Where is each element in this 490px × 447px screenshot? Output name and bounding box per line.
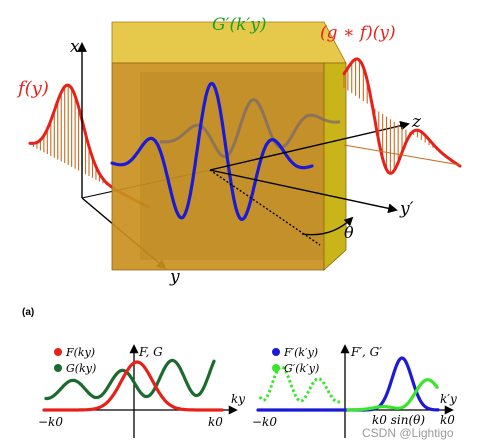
- theta-arc: [301, 216, 354, 236]
- left-plot-x-label: ky: [231, 392, 245, 406]
- panel-label: (a): [22, 307, 34, 318]
- label-input-function: f(y): [16, 78, 49, 99]
- left-legend-f-label: F(ky): [65, 346, 95, 359]
- label-y-prime-axis: y′: [399, 199, 414, 219]
- right-legend-g-label: G′(k′y): [284, 362, 319, 375]
- left-plot-tick-k0: k0: [208, 415, 223, 429]
- label-x-axis: x: [70, 37, 80, 57]
- label-z-axis: z: [411, 112, 422, 132]
- output-curve: [342, 57, 462, 175]
- label-filter: G′(k′y): [212, 15, 266, 35]
- kernel-wave: [110, 81, 314, 222]
- left-plot-y-label: F, G: [138, 345, 163, 359]
- right-plot-g-dotted-curve: [258, 365, 343, 404]
- output-baseline: [343, 144, 461, 166]
- right-legend-f-label: F′(k′y): [283, 346, 318, 359]
- main-3d-figure: x y z y′ θ f(y) G′(k′y) (g ∗ f)(y): [16, 15, 462, 287]
- filter-slab-side: [323, 62, 347, 271]
- left-plot-tick-neg-k0: −k0: [38, 415, 63, 429]
- right-plot: F′(k′y) G′(k′y) F′, G′ k′y −k0 k0 sin(θ)…: [252, 344, 457, 438]
- label-output-function: (g ∗ f)(y): [320, 23, 396, 43]
- left-legend-g-label: G(ky): [66, 362, 96, 375]
- left-legend-g-marker: [54, 364, 62, 372]
- label-y-axis: y: [169, 267, 180, 287]
- left-plot-g-curve: [44, 358, 216, 401]
- z-axis-arrow: [209, 121, 410, 171]
- y-prime-axis-arrow: [209, 169, 398, 214]
- right-plot-tick-k0: k0: [440, 413, 455, 427]
- watermark: CSDN @Lightigo: [362, 426, 454, 440]
- right-plot-tick-k0-sin-theta: k0 sin(θ): [372, 413, 425, 427]
- right-legend-g-marker: [272, 364, 280, 372]
- right-legend-f-marker: [272, 348, 280, 356]
- left-plot: F(ky) G(ky) F, G ky −k0 k0: [38, 344, 245, 438]
- right-plot-y-label: F′, G′: [350, 345, 382, 359]
- left-plot-f-curve: [42, 360, 224, 412]
- right-plot-x-label: k′y: [440, 392, 457, 406]
- label-theta: θ: [344, 223, 354, 242]
- right-plot-tick-neg-k0: −k0: [252, 415, 277, 429]
- right-plot-g-curve: [346, 378, 439, 412]
- left-legend-f-marker: [54, 348, 62, 356]
- kernel-wave-shadow: [159, 98, 341, 159]
